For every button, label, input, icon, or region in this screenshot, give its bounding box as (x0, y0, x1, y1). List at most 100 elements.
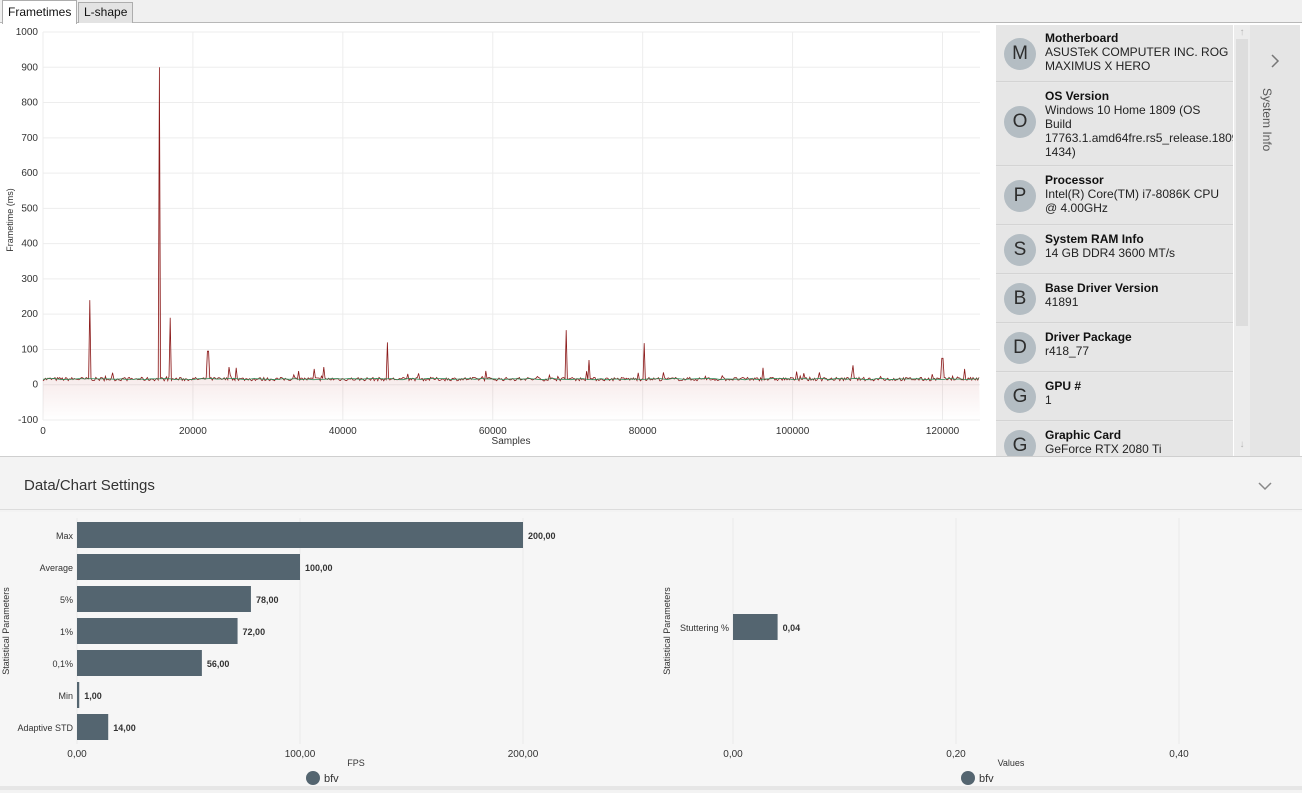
system-info-toggle[interactable]: System Info (1250, 25, 1300, 456)
stats-category-label: 1% (60, 627, 73, 637)
stats-y-axis-label: Statistical Parameters (662, 587, 672, 675)
frametime-fill-area (43, 67, 980, 421)
statistics-charts: 0,00 100,00 200,00 Max 200,00 Average 100,00 5%… (1, 518, 1189, 785)
stats-value-label: 72,00 (243, 627, 266, 637)
frametime-x-tick-label: 0 (40, 426, 46, 437)
data-chart-settings-header[interactable]: Data/Chart Settings (0, 462, 1302, 510)
stats-category-label: Average (40, 563, 73, 573)
frametime-x-axis-label: Samples (492, 436, 531, 447)
system-info-value: 41891 (1045, 295, 1079, 309)
system-info-item[interactable]: B Base Driver Version 41891 (996, 275, 1233, 323)
frametime-y-tick-label: 800 (21, 98, 38, 109)
system-info-list[interactable]: M Motherboard ASUSTeK COMPUTER INC. ROG MA… (996, 25, 1233, 456)
frametime-y-tick-label: 500 (21, 203, 38, 214)
stats-category-label: Min (58, 691, 73, 701)
system-info-value: Intel(R) Core(TM) i7-8086K CPU @ 4.00GHz (1045, 187, 1220, 215)
system-info-item[interactable]: P Processor Intel(R) Core(TM) i7-8086K CPU… (996, 167, 1233, 225)
frametime-x-tick-label: 80000 (629, 426, 657, 437)
frametime-x-tick-label: 20000 (179, 426, 207, 437)
avatar: O (1004, 106, 1036, 138)
frametime-y-tick-label: 900 (21, 62, 38, 73)
frametime-series-line (42, 67, 980, 383)
stats-bar[interactable] (77, 650, 202, 676)
stats-value-label: 100,00 (305, 563, 333, 573)
system-info-item[interactable]: G GPU #1 (996, 373, 1233, 421)
system-info-scrollbar[interactable]: ↑ ↓ (1234, 25, 1250, 456)
system-info-value: 14 GB DDR4 3600 MT/s (1045, 246, 1176, 260)
system-info-title: System RAM Info (1045, 232, 1144, 246)
stats-x-tick-label: 200,00 (508, 749, 539, 760)
stats-x-axis-label: Values (998, 758, 1025, 768)
stats-bar[interactable] (77, 586, 251, 612)
scroll-up-icon[interactable]: ↑ (1239, 27, 1245, 38)
stats-bar[interactable] (77, 554, 300, 580)
frametime-y-tick-label: 200 (21, 309, 38, 320)
chevron-right-icon[interactable] (1265, 49, 1285, 73)
stats-bar[interactable] (733, 614, 778, 640)
avatar: G (1004, 430, 1036, 456)
tab-frametimes[interactable]: Frametimes (2, 0, 78, 24)
frametime-y-tick-label: 600 (21, 168, 38, 179)
stats-bar[interactable] (77, 618, 238, 644)
frametime-y-tick-label: 100 (21, 344, 38, 355)
stats-bar[interactable] (77, 714, 109, 740)
frametime-x-tick-label: 60000 (479, 426, 507, 437)
avatar: M (1004, 38, 1036, 70)
system-info-value: r418_77 (1045, 344, 1090, 358)
system-info-value: Windows 10 Home 1809 (OS Build 17763.1.a… (1045, 103, 1233, 159)
stats-x-tick-label: 0,40 (1169, 749, 1189, 760)
system-info-item[interactable]: O OS Version Windows 10 Home 1809 (OS Buil… (996, 83, 1233, 166)
stats-value-label: 14,00 (113, 723, 136, 733)
average-series-line (42, 377, 980, 381)
legend-label[interactable]: bfv (324, 773, 339, 785)
system-info-value: 1 (1045, 393, 1052, 407)
bottom-border (0, 786, 1302, 790)
avatar: D (1004, 332, 1036, 364)
stats-y-axis-label: Statistical Parameters (1, 587, 11, 675)
legend-label[interactable]: bfv (979, 773, 994, 785)
avatar: B (1004, 283, 1036, 315)
system-info-title: Driver Package (1045, 330, 1132, 344)
legend-marker[interactable] (306, 771, 320, 785)
system-info-item[interactable]: M Motherboard ASUSTeK COMPUTER INC. ROG MA… (996, 25, 1233, 82)
tab-l-shape[interactable]: L-shape (78, 2, 134, 23)
frametime-y-axis-label: Frametime (ms) (5, 188, 15, 252)
stats-x-tick-label: 0,20 (946, 749, 966, 760)
stats-x-axis-label: FPS (347, 758, 365, 768)
frametime-y-tick-label: 300 (21, 274, 38, 285)
system-info-title: Processor (1045, 173, 1104, 187)
chevron-down-icon[interactable] (1256, 480, 1274, 492)
system-info-title: Motherboard (1045, 31, 1119, 45)
stats-value-label: 0,04 (783, 623, 801, 633)
frametime-x-tick-label: 120000 (926, 426, 960, 437)
frametime-y-tick-label: 400 (21, 239, 38, 250)
scroll-down-icon[interactable]: ↓ (1239, 439, 1245, 450)
avatar: G (1004, 381, 1036, 413)
avatar: S (1004, 234, 1036, 266)
tab-bar: Frametimes L-shape (0, 0, 1302, 24)
frametime-y-tick-label: 700 (21, 133, 38, 144)
frametime-y-tick-label: 1000 (16, 27, 39, 38)
system-info-item[interactable]: G Graphic Card GeForce RTX 2080 Ti (996, 422, 1233, 456)
system-info-title: GPU # (1045, 379, 1082, 393)
stats-x-tick-label: 0,00 (723, 749, 743, 760)
frametime-x-tick-label: 100000 (776, 426, 810, 437)
system-info-title: Base Driver Version (1045, 281, 1159, 295)
avatar: P (1004, 180, 1036, 212)
system-info-title: OS Version (1045, 89, 1110, 103)
stats-category-label: 5% (60, 595, 73, 605)
frametime-x-tick-label: 40000 (329, 426, 357, 437)
scrollbar-thumb[interactable] (1236, 39, 1248, 326)
stats-bar[interactable] (77, 682, 80, 708)
stats-bar[interactable] (77, 522, 523, 548)
system-info-value: GeForce RTX 2080 Ti (1045, 442, 1162, 456)
system-info-item[interactable]: D Driver Package r418_77 (996, 324, 1233, 372)
stats-value-label: 78,00 (256, 595, 279, 605)
legend-marker[interactable] (961, 771, 975, 785)
system-info-item[interactable]: S System RAM Info 14 GB DDR4 3600 MT/s (996, 226, 1233, 274)
system-info-value: ASUSTeK COMPUTER INC. ROG MAXIMUS X HERO (1045, 45, 1229, 73)
frametime-y-tick-label: 0 (32, 380, 38, 391)
settings-title: Data/Chart Settings (24, 477, 155, 494)
statistics-area: 0,00 100,00 200,00 Max 200,00 Average 100,00 5%… (0, 512, 1302, 788)
